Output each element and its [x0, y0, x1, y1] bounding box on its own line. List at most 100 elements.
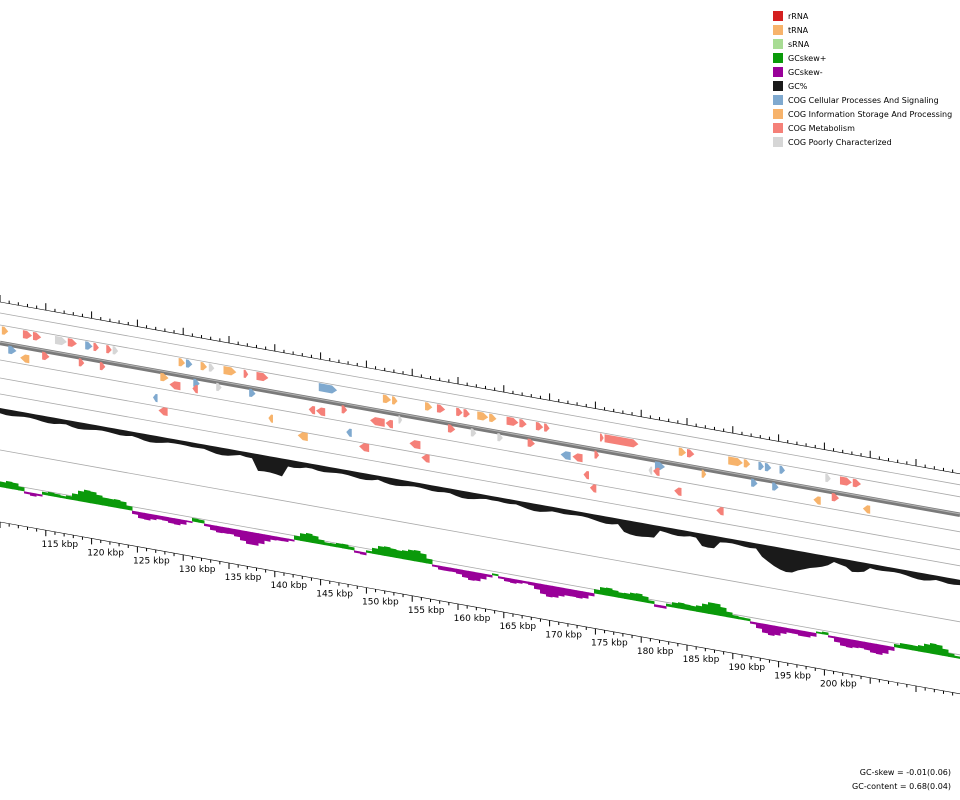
cds-arrow [316, 407, 326, 417]
cds-arrow [772, 482, 779, 491]
gc-skew-positive-bar [48, 491, 55, 497]
gc-skew-negative-bar [588, 592, 595, 597]
tick-label-125: 125 kbp [133, 557, 170, 567]
gc-skew-negative-bar [876, 643, 883, 656]
cds-arrow [506, 416, 519, 426]
gc-skew-negative-bar [750, 621, 757, 625]
legend-item-gc-percent: GC% [773, 79, 952, 93]
cds-arrow [779, 465, 786, 474]
gc-skew-positive-bar [42, 491, 49, 496]
legend-label: sRNA [788, 39, 810, 49]
gc-skew-negative-bar [798, 629, 805, 637]
cds-arrow [243, 369, 249, 378]
cds-arrow [85, 341, 93, 350]
gc-skew-negative-bar [360, 551, 367, 556]
cds-arrow [425, 402, 433, 411]
guide-line [0, 482, 960, 656]
gc-skew-positive-bar [6, 480, 13, 490]
gc-skew-positive-bar [618, 592, 625, 599]
cds-arrow [497, 433, 503, 442]
gc-skew-positive-bar [492, 573, 499, 577]
gc-skew-positive-bar [678, 602, 685, 610]
legend-swatch [773, 109, 783, 119]
cds-arrow [200, 361, 208, 371]
cds-arrow [398, 415, 403, 424]
gc-skew-positive-bar [0, 481, 7, 489]
statistics-panel: GC-skew = -0.01(0.06) GC-content = 0.68(… [852, 766, 951, 794]
gc-skew-negative-bar [438, 565, 445, 571]
gc-skew-positive-bar [612, 589, 619, 598]
cds-arrow [728, 456, 743, 467]
legend-swatch [773, 39, 783, 49]
gc-skew-positive-bar [696, 605, 703, 613]
cds-arrow [8, 345, 17, 355]
cds-arrow [359, 443, 370, 453]
gc-skew-negative-bar [162, 515, 169, 522]
guide-line [0, 359, 960, 533]
gc-skew-negative-bar [534, 582, 541, 590]
gc-skew-positive-bar [744, 617, 751, 622]
legend-item-gcskew-plus: GCskew+ [773, 51, 952, 65]
gc-skew-positive-bar [198, 519, 205, 524]
gc-skew-negative-bar [888, 645, 895, 652]
gc-skew-positive-bar [384, 546, 391, 557]
gc-skew-positive-bar [816, 631, 823, 635]
cds-arrow [674, 487, 682, 496]
cds-arrow [560, 451, 571, 461]
gc-skew-positive-bar [318, 539, 325, 546]
gc-skew-negative-bar [156, 514, 163, 521]
cds-arrow [421, 454, 430, 463]
tick-label-180: 180 kbp [637, 647, 674, 657]
gc-skew-negative-bar [282, 537, 289, 543]
gc-skew-negative-bar [474, 571, 481, 582]
gc-skew-track [0, 480, 960, 659]
cds-arrow [112, 346, 119, 355]
gc-skew-negative-bar [654, 604, 661, 608]
cds-arrow [862, 505, 871, 514]
gc-content-stat: GC-content = 0.68(0.04) [852, 782, 951, 791]
cds-arrow [604, 434, 639, 448]
gc-skew-positive-bar [738, 616, 745, 621]
gc-skew-positive-bar [924, 643, 931, 654]
cds-arrow [185, 359, 193, 368]
gc-skew-positive-bar [702, 603, 709, 614]
gc-skew-negative-bar [444, 566, 451, 572]
cds-features [1, 326, 871, 516]
cds-arrow [152, 393, 158, 403]
gc-skew-positive-bar [306, 532, 313, 543]
gc-skew-positive-bar [90, 491, 97, 505]
tick-label-170: 170 kbp [545, 630, 582, 640]
cds-arrow [456, 407, 463, 417]
gc-skew-positive-bar [84, 489, 91, 504]
gc-skew-positive-bar [900, 642, 907, 650]
gc-skew-negative-bar [762, 623, 769, 634]
legend-swatch [773, 25, 783, 35]
cds-arrow [67, 338, 77, 347]
legend-swatch [773, 123, 783, 133]
gc-skew-negative-bar [504, 577, 511, 583]
cds-arrow [192, 385, 198, 394]
gc-skew-positive-bar [726, 611, 733, 619]
gc-skew-negative-bar [828, 635, 835, 639]
tick-label-115: 115 kbp [41, 540, 78, 550]
gc-skew-negative-bar [144, 512, 151, 521]
gc-skew-negative-bar [180, 519, 187, 525]
cds-arrow [653, 467, 660, 477]
gc-skew-negative-bar [522, 580, 529, 584]
gc-skew-positive-bar [918, 645, 925, 653]
tick-label-135: 135 kbp [225, 573, 262, 583]
gc-skew-negative-bar [462, 569, 469, 579]
gc-skew-negative-bar [756, 622, 763, 630]
gc-skew-negative-bar [150, 513, 157, 521]
legend-item-cog-poorly: COG Poorly Characterized [773, 135, 952, 149]
gc-skew-negative-bar [186, 520, 193, 524]
cds-arrow [249, 388, 256, 398]
cds-arrow [178, 357, 186, 367]
legend-swatch [773, 11, 783, 21]
gc-skew-positive-bar [378, 545, 385, 556]
gc-skew-positive-bar [60, 495, 67, 499]
ruler-labels: 115 kbp 120 kbp 125 kbp 130 kbp 135 kbp … [41, 540, 857, 689]
gc-skew-negative-bar [36, 493, 43, 497]
legend-item-gcskew-minus: GCskew- [773, 65, 952, 79]
track-guide-lines [0, 312, 960, 656]
